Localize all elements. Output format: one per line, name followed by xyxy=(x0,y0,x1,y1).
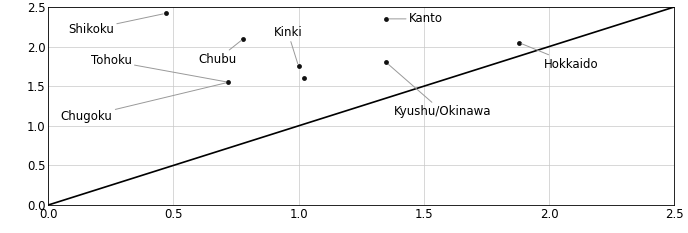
Text: Tohoku: Tohoku xyxy=(91,54,226,82)
Text: Kanto: Kanto xyxy=(389,12,443,25)
Text: Chubu: Chubu xyxy=(198,40,241,66)
Text: Shikoku: Shikoku xyxy=(68,14,163,36)
Text: Kinki: Kinki xyxy=(274,26,302,64)
Text: Chugoku: Chugoku xyxy=(61,83,226,123)
Text: Kyushu/Okinawa: Kyushu/Okinawa xyxy=(388,64,491,118)
Text: Hokkaido: Hokkaido xyxy=(522,44,599,71)
